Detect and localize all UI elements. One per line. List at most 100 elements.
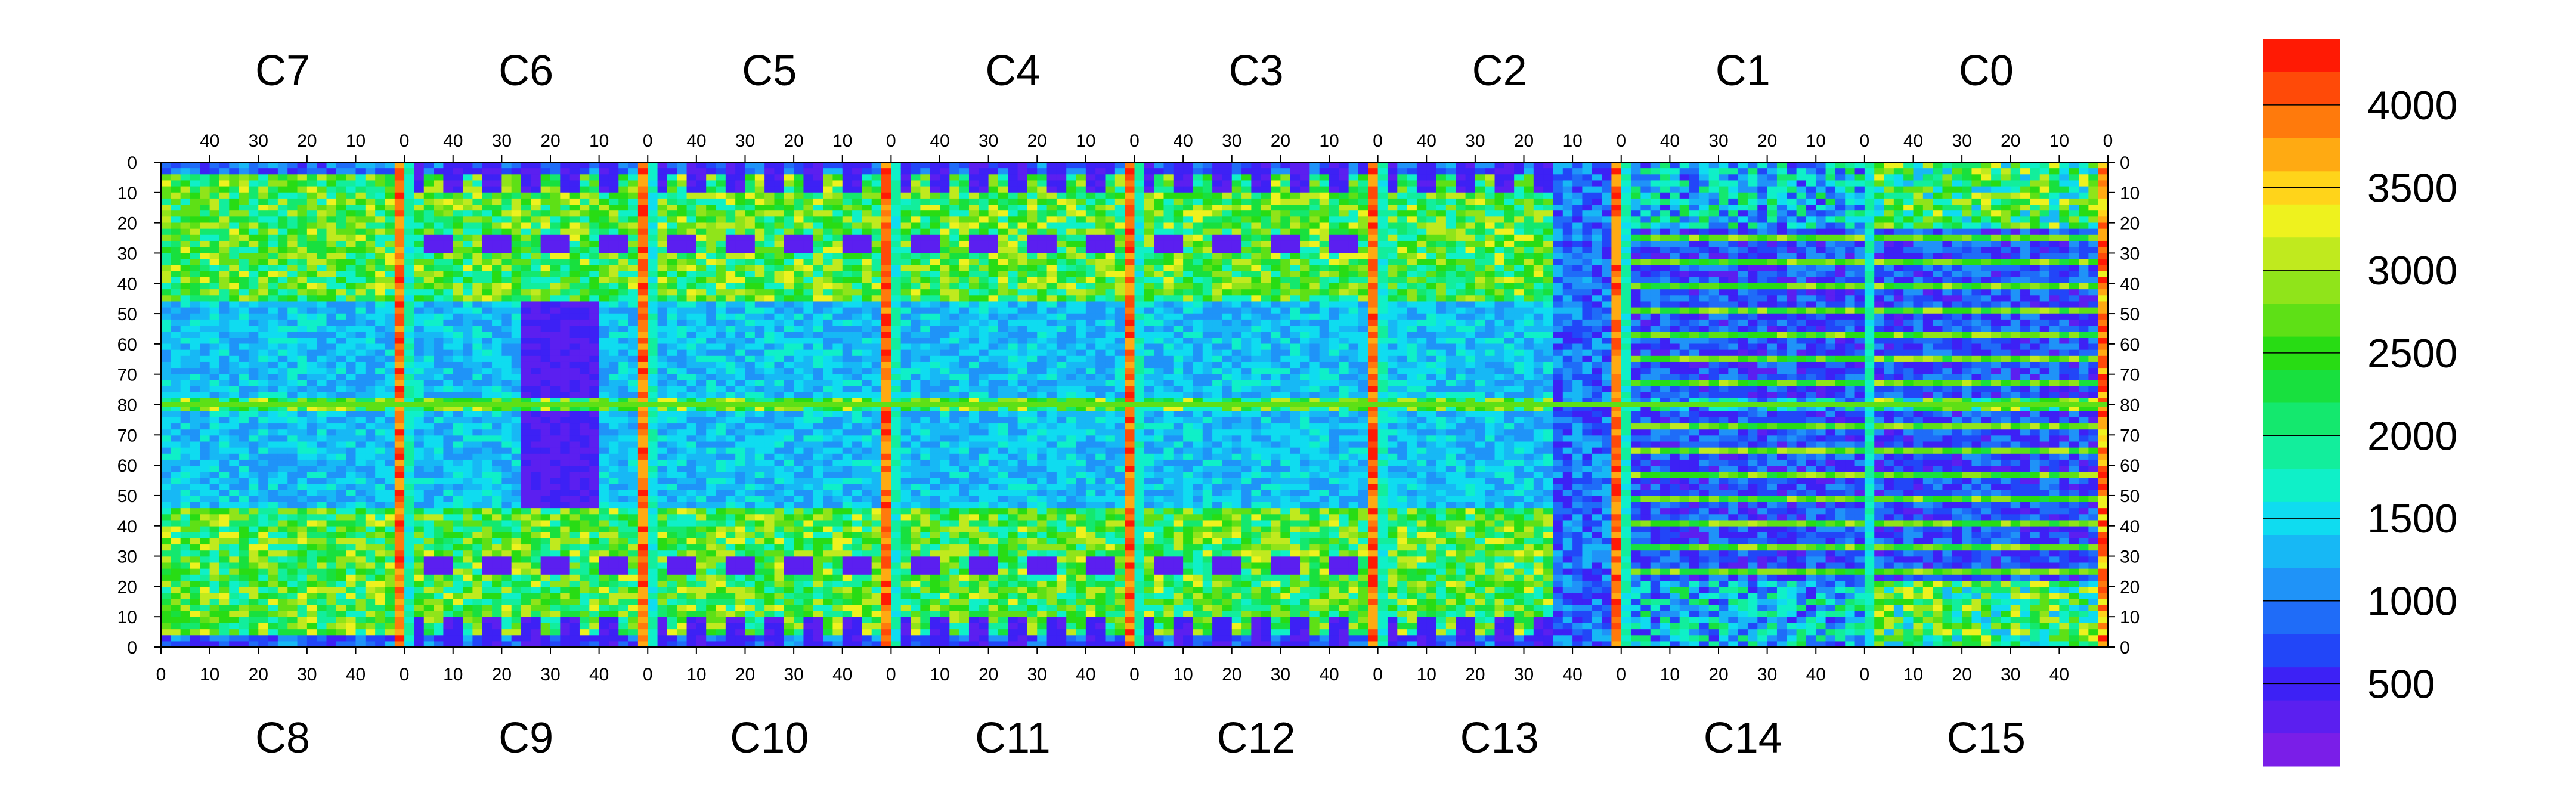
- heatmap-cell: [1212, 343, 1223, 351]
- heatmap-cell: [1027, 307, 1038, 314]
- heatmap-cell: [277, 247, 288, 253]
- heatmap-cell: [1114, 186, 1125, 193]
- heatmap-cell: [394, 253, 405, 259]
- heatmap-cell: [1105, 271, 1116, 278]
- heatmap-cell: [463, 253, 473, 259]
- heatmap-cell: [1222, 277, 1233, 284]
- heatmap-cell: [764, 234, 775, 242]
- heatmap-cell: [1163, 162, 1174, 169]
- heatmap-cell: [434, 368, 444, 374]
- heatmap-cell: [764, 355, 775, 363]
- heatmap-cell: [823, 361, 834, 369]
- heatmap-cell: [813, 277, 823, 284]
- heatmap-cell: [336, 301, 346, 308]
- heatmap-cell: [988, 198, 999, 205]
- heatmap-cell: [239, 277, 249, 284]
- heatmap-cell: [453, 301, 463, 308]
- heatmap-cell: [686, 228, 697, 236]
- heatmap-cell: [949, 198, 960, 205]
- heatmap-cell: [716, 313, 726, 320]
- heatmap-cell: [637, 162, 648, 169]
- heatmap-cell: [1271, 259, 1281, 266]
- heatmap-cell: [725, 192, 736, 199]
- heatmap-cell: [794, 398, 804, 405]
- heatmap-cell: [979, 205, 989, 211]
- heatmap-cell: [540, 277, 551, 284]
- heatmap-cell: [930, 210, 940, 217]
- heatmap-cell: [1329, 301, 1339, 308]
- heatmap-cell: [900, 222, 911, 230]
- heatmap-cell: [1105, 319, 1116, 326]
- heatmap-cell: [297, 283, 308, 290]
- heatmap-cell: [492, 283, 502, 290]
- heatmap-cell: [1319, 361, 1330, 369]
- heatmap-cell: [1309, 307, 1320, 314]
- heatmap-cell: [1339, 374, 1349, 380]
- heatmap-cell: [599, 222, 609, 230]
- heatmap-cell: [1261, 368, 1271, 374]
- heatmap-cell: [258, 392, 269, 399]
- heatmap-cell: [1037, 283, 1048, 290]
- heatmap-cell: [920, 313, 931, 320]
- heatmap-cell: [1105, 326, 1116, 332]
- heatmap-cell: [375, 283, 386, 290]
- heatmap-cell: [871, 162, 882, 169]
- heatmap-cell: [569, 234, 580, 242]
- heatmap-cell: [579, 277, 590, 284]
- heatmap-cell: [1193, 174, 1203, 181]
- heatmap-cell: [599, 277, 609, 284]
- heatmap-cell: [1271, 228, 1281, 236]
- heatmap-cell: [677, 180, 688, 187]
- heatmap-cell: [852, 216, 863, 224]
- heatmap-cell: [375, 380, 386, 387]
- heatmap-cell: [1329, 162, 1339, 169]
- heatmap-cell: [248, 355, 259, 363]
- heatmap-cell: [579, 343, 590, 351]
- heatmap-cell: [774, 186, 785, 193]
- heatmap-cell: [1085, 380, 1096, 387]
- heatmap-cell: [423, 343, 434, 351]
- heatmap-cell: [968, 398, 979, 405]
- heatmap-cell: [1046, 386, 1057, 393]
- heatmap-cell: [239, 222, 249, 230]
- heatmap-cell: [1114, 343, 1125, 351]
- heatmap-cell: [161, 247, 171, 253]
- heatmap-cell: [900, 392, 911, 399]
- heatmap-cell: [229, 374, 240, 380]
- heatmap-cell: [930, 180, 940, 187]
- heatmap-cell: [832, 283, 843, 290]
- heatmap-cell: [531, 386, 541, 393]
- heatmap-cell: [842, 271, 853, 278]
- heatmap-cell: [998, 253, 1008, 259]
- heatmap-cell: [336, 205, 346, 211]
- heatmap-cell: [1271, 380, 1281, 387]
- heatmap-cell: [1046, 186, 1057, 193]
- heatmap-cell: [988, 343, 999, 351]
- heatmap-cell: [1319, 343, 1330, 351]
- heatmap-cell: [1027, 168, 1038, 175]
- heatmap-cell: [1212, 271, 1223, 278]
- heatmap-cell: [540, 386, 551, 393]
- heatmap-cell: [423, 283, 434, 290]
- heatmap-cell: [511, 186, 522, 193]
- heatmap-cell: [1037, 234, 1048, 242]
- heatmap-cell: [920, 265, 931, 272]
- heatmap-cell: [472, 240, 483, 247]
- heatmap-cell: [277, 174, 288, 181]
- heatmap-cell: [862, 240, 872, 247]
- heatmap-cell: [706, 198, 717, 205]
- heatmap-cell: [190, 259, 200, 266]
- heatmap-cell: [774, 222, 785, 230]
- heatmap-cell: [881, 355, 891, 363]
- heatmap-cell: [511, 343, 522, 351]
- heatmap-cell: [1114, 240, 1125, 247]
- heatmap-cell: [911, 271, 921, 278]
- heatmap-cell: [1008, 332, 1018, 338]
- heatmap-cell: [171, 398, 181, 405]
- heatmap-cell: [1241, 240, 1252, 247]
- heatmap-cell: [336, 349, 346, 357]
- heatmap-cell: [1261, 289, 1271, 296]
- heatmap-cell: [200, 398, 210, 405]
- heatmap-cell: [979, 222, 989, 230]
- heatmap-cell: [667, 186, 677, 193]
